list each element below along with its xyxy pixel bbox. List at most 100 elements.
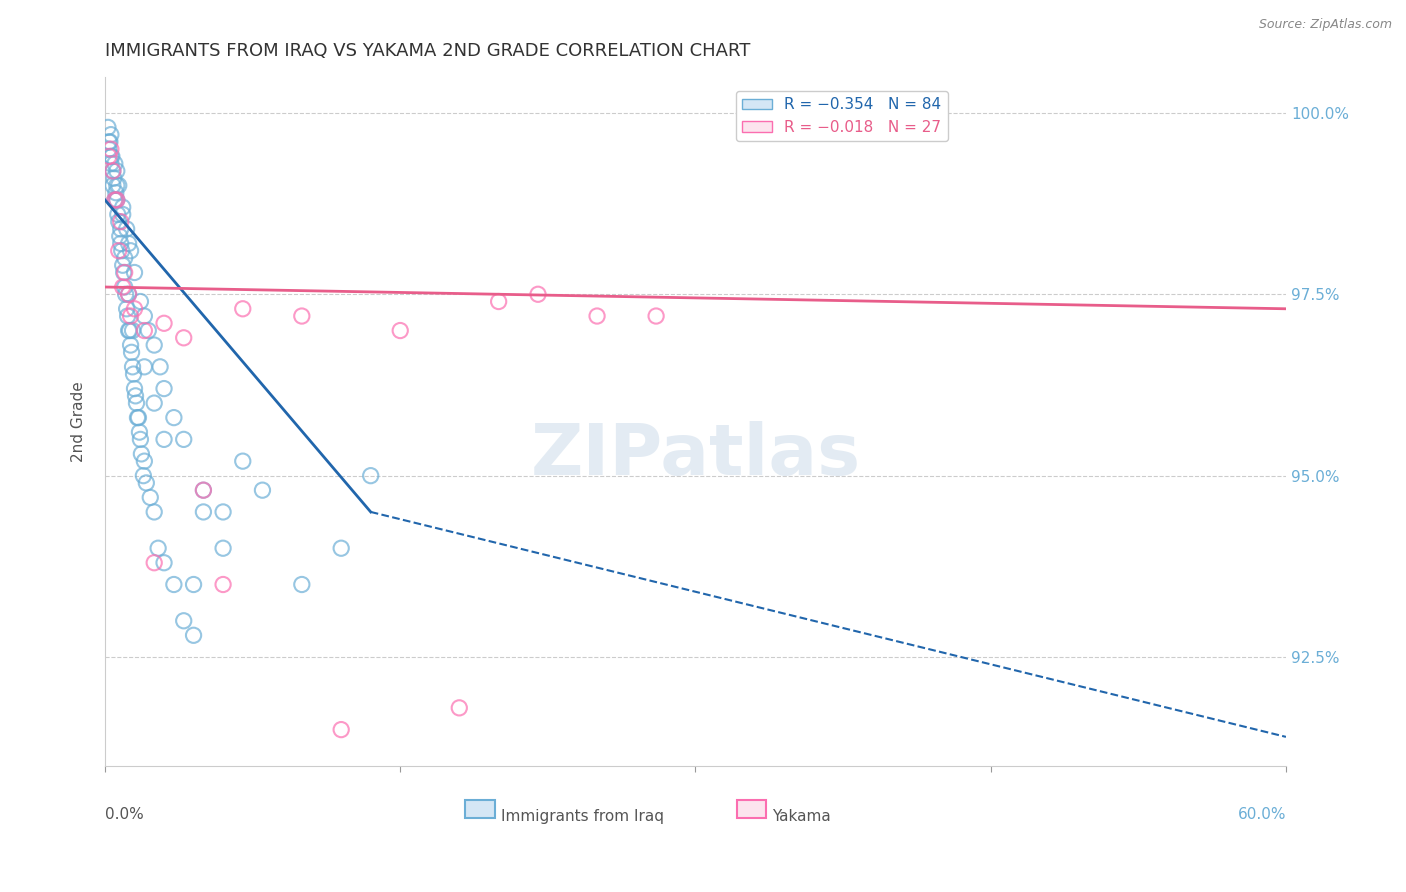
Point bbox=[107, 207, 129, 221]
Point bbox=[212, 577, 235, 591]
Point bbox=[139, 491, 162, 505]
Point bbox=[134, 309, 156, 323]
Point bbox=[97, 120, 120, 135]
Point bbox=[527, 287, 550, 301]
Point bbox=[110, 236, 132, 251]
Point bbox=[114, 265, 136, 279]
Point bbox=[112, 265, 135, 279]
Point bbox=[127, 410, 149, 425]
Point bbox=[117, 309, 139, 323]
Point bbox=[232, 454, 254, 468]
Point bbox=[114, 287, 136, 301]
Point bbox=[124, 265, 146, 279]
Point bbox=[143, 556, 166, 570]
Point bbox=[134, 454, 156, 468]
Point bbox=[121, 345, 143, 359]
Point bbox=[120, 309, 142, 323]
Point bbox=[128, 425, 150, 439]
Legend: R = −0.354   N = 84, R = −0.018   N = 27: R = −0.354 N = 84, R = −0.018 N = 27 bbox=[735, 91, 948, 141]
Point bbox=[124, 382, 146, 396]
Point bbox=[122, 367, 145, 381]
Point bbox=[101, 149, 124, 163]
Point bbox=[212, 541, 235, 556]
Point bbox=[105, 178, 128, 193]
Point bbox=[173, 433, 195, 447]
Point bbox=[132, 468, 155, 483]
Point bbox=[100, 128, 122, 142]
Point bbox=[330, 723, 353, 737]
Point bbox=[121, 359, 143, 374]
Point bbox=[291, 577, 314, 591]
Point bbox=[129, 294, 152, 309]
Point bbox=[193, 483, 215, 498]
Point bbox=[134, 324, 156, 338]
Point bbox=[105, 193, 128, 207]
Point bbox=[97, 149, 120, 163]
Point bbox=[129, 433, 152, 447]
Point bbox=[153, 556, 176, 570]
Point bbox=[131, 447, 153, 461]
Point bbox=[108, 229, 131, 244]
Point bbox=[449, 701, 471, 715]
Point bbox=[101, 164, 124, 178]
Point bbox=[97, 142, 120, 156]
Point bbox=[153, 316, 176, 330]
Point bbox=[488, 294, 510, 309]
Point bbox=[136, 324, 159, 338]
Point bbox=[330, 541, 353, 556]
Point bbox=[163, 410, 186, 425]
Point bbox=[135, 475, 157, 490]
Point bbox=[107, 244, 129, 258]
Point bbox=[586, 309, 609, 323]
Point bbox=[114, 251, 136, 265]
Point bbox=[134, 359, 156, 374]
Point bbox=[101, 178, 124, 193]
Point bbox=[193, 483, 215, 498]
Point bbox=[291, 309, 314, 323]
Text: ZIPatlas: ZIPatlas bbox=[530, 421, 860, 491]
Point bbox=[163, 577, 186, 591]
Point bbox=[104, 193, 127, 207]
Text: 0.0%: 0.0% bbox=[105, 807, 143, 822]
Y-axis label: 2nd Grade: 2nd Grade bbox=[72, 381, 86, 462]
Text: Source: ZipAtlas.com: Source: ZipAtlas.com bbox=[1258, 18, 1392, 31]
Point bbox=[143, 396, 166, 410]
Point bbox=[232, 301, 254, 316]
Point bbox=[103, 171, 125, 186]
Point bbox=[149, 359, 172, 374]
Point bbox=[104, 186, 127, 200]
Point bbox=[101, 164, 124, 178]
Point bbox=[193, 505, 215, 519]
Point bbox=[183, 577, 205, 591]
Point bbox=[143, 338, 166, 352]
Point bbox=[125, 396, 148, 410]
Point bbox=[107, 215, 129, 229]
Point bbox=[117, 324, 139, 338]
Point bbox=[104, 193, 127, 207]
Point bbox=[98, 135, 121, 149]
Point bbox=[100, 142, 122, 156]
Point bbox=[114, 280, 136, 294]
Point bbox=[104, 156, 127, 170]
Point bbox=[111, 200, 134, 214]
Point bbox=[252, 483, 274, 498]
Point bbox=[117, 236, 139, 251]
Point bbox=[115, 301, 138, 316]
Text: Immigrants from Iraq: Immigrants from Iraq bbox=[501, 809, 664, 823]
FancyBboxPatch shape bbox=[737, 800, 766, 818]
Point bbox=[100, 156, 122, 170]
Point bbox=[120, 338, 142, 352]
Point bbox=[212, 505, 235, 519]
Point bbox=[120, 244, 142, 258]
Point bbox=[124, 301, 146, 316]
Point bbox=[105, 193, 128, 207]
Text: 60.0%: 60.0% bbox=[1237, 807, 1286, 822]
Point bbox=[146, 541, 169, 556]
Point bbox=[118, 324, 141, 338]
Point bbox=[183, 628, 205, 642]
Point bbox=[110, 222, 132, 236]
Point bbox=[111, 258, 134, 272]
Point bbox=[173, 614, 195, 628]
Point bbox=[111, 280, 134, 294]
Point bbox=[100, 149, 122, 163]
